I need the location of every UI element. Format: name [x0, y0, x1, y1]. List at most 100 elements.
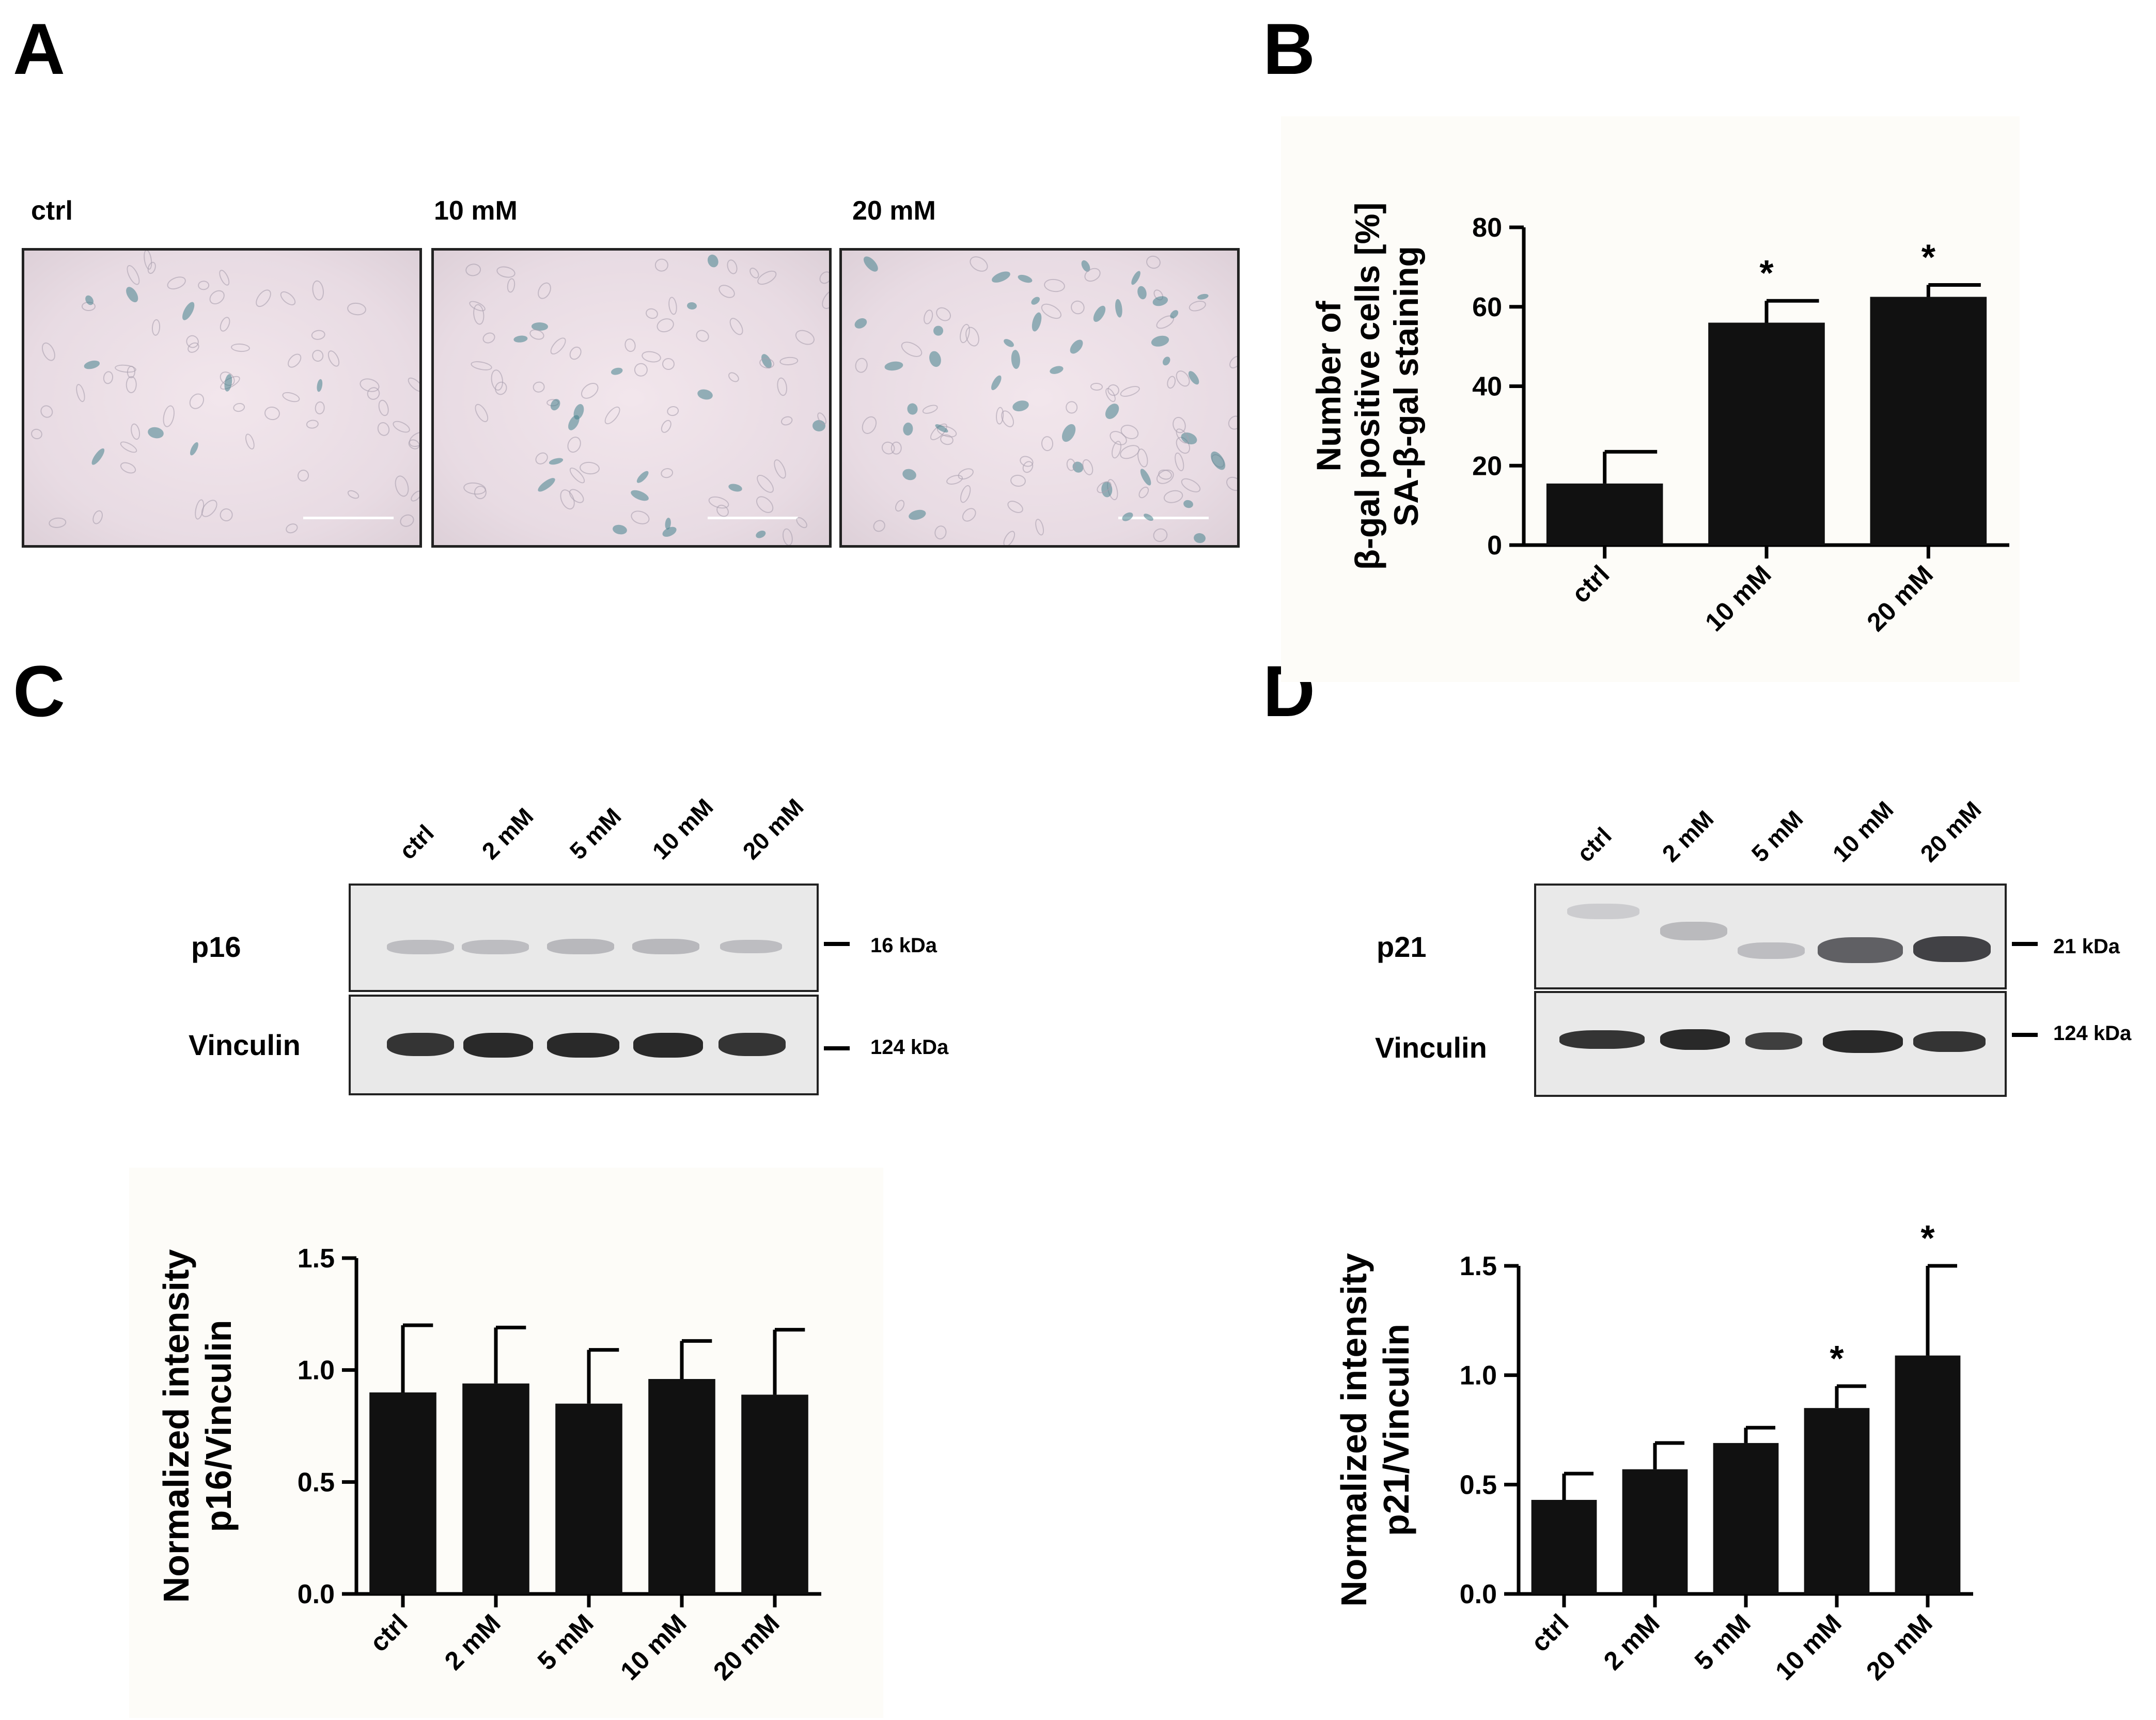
- cell: [959, 505, 979, 524]
- y-axis-label: Normalized intensity: [1334, 1253, 1374, 1607]
- cell: [654, 258, 669, 273]
- cell: [252, 286, 274, 310]
- cell: [1150, 333, 1170, 348]
- cell: [902, 422, 914, 437]
- blot-d-lane-label: 2 mM: [1657, 805, 1719, 867]
- x-tick-label: 5 mM: [1689, 1608, 1756, 1676]
- cell: [629, 488, 650, 503]
- cell: [1011, 399, 1030, 413]
- cell: [1102, 400, 1122, 422]
- cell: [958, 484, 973, 505]
- cell: [1039, 300, 1065, 322]
- cell: [165, 274, 188, 292]
- cell: [38, 402, 56, 421]
- cell: [230, 343, 251, 353]
- cell: [775, 377, 789, 397]
- cell: [1068, 298, 1088, 317]
- cell: [1119, 383, 1142, 399]
- x-tick-label: 2 mM: [439, 1608, 506, 1676]
- cell: [325, 348, 342, 369]
- cell: [1091, 304, 1108, 324]
- y-tick-label: 1.0: [298, 1356, 335, 1386]
- kda-marker-tick: [2012, 942, 2038, 946]
- cell: [161, 404, 177, 429]
- cell: [818, 286, 829, 312]
- cell: [310, 279, 325, 301]
- cell: [126, 376, 137, 394]
- cell: [1059, 422, 1079, 444]
- cell: [908, 508, 927, 522]
- kda-marker-tick: [2012, 1033, 2038, 1037]
- blot-d-lane-label: ctrl: [1571, 822, 1617, 867]
- band: [463, 1033, 533, 1058]
- cell: [473, 401, 491, 424]
- cell: [859, 414, 880, 437]
- cell: [667, 296, 679, 315]
- y-axis-label: Normalized intensity: [156, 1249, 196, 1603]
- cell: [1034, 518, 1046, 537]
- y-tick-label: 80: [1472, 213, 1502, 243]
- cell: [409, 489, 419, 504]
- y-tick-label: 1.0: [1460, 1361, 1497, 1391]
- micrograph-20mm: [839, 248, 1240, 548]
- image-label-20mm: 20 mM: [852, 196, 936, 226]
- cell: [392, 474, 411, 499]
- cell: [725, 258, 740, 276]
- cell: [666, 405, 680, 417]
- cell: [901, 468, 918, 483]
- y-tick-label: 1.5: [1460, 1251, 1497, 1281]
- cell: [1114, 298, 1123, 318]
- image-label-ctrl: ctrl: [31, 196, 73, 226]
- cell: [295, 468, 310, 483]
- cell: [186, 391, 207, 412]
- band: [1745, 1032, 1802, 1050]
- chart-b: 0 20 40 60 80 ctrl * 10 mM * 20 mM Number of β-gal …: [1309, 203, 2009, 637]
- y-axis-label: Number of: [1309, 300, 1348, 471]
- cell: [693, 328, 711, 345]
- cell: [346, 488, 361, 501]
- cell: [118, 460, 138, 476]
- cell: [567, 344, 584, 362]
- cell: [548, 456, 564, 467]
- cell: [899, 338, 925, 360]
- cell: [206, 287, 228, 307]
- cell: [1080, 458, 1095, 477]
- cell: [1165, 375, 1177, 390]
- x-tick-label: ctrl: [1525, 1608, 1574, 1657]
- blot-c-p16: [349, 884, 819, 992]
- x-tick-label: 10 mM: [1770, 1608, 1847, 1686]
- cell: [780, 414, 794, 427]
- chart-d: 0.0 0.5 1.0 1.5 ctrl 2 mM 5 mM * 10 mM * 20 mM Norm…: [1334, 1218, 1973, 1686]
- cell: [535, 280, 554, 302]
- cell: [129, 423, 142, 441]
- blot-d-vinculin: [1534, 991, 2007, 1097]
- blot-d-row-label-p21: p21: [1377, 931, 1427, 963]
- scale-bar: [708, 517, 798, 519]
- cell: [1049, 364, 1065, 376]
- cell: [686, 301, 698, 310]
- bar: [741, 1394, 808, 1594]
- cell: [1120, 510, 1135, 523]
- cell: [1067, 337, 1086, 356]
- cell: [1151, 526, 1170, 545]
- cell: [728, 482, 744, 493]
- cell: [305, 419, 319, 429]
- cell: [1010, 474, 1027, 488]
- cell: [217, 268, 232, 287]
- cell: [310, 329, 326, 341]
- cell: [1227, 354, 1237, 371]
- cell: [284, 521, 300, 535]
- cell: [661, 524, 678, 539]
- blot-d-lane-label: 20 mM: [1915, 796, 1987, 867]
- cell: [1001, 529, 1018, 545]
- y-axis-label: SA-β-gal staining: [1387, 246, 1425, 526]
- blot-c-lane-label: 2 mM: [476, 802, 539, 865]
- blot-c-vinculin: [349, 995, 819, 1095]
- cell: [579, 461, 601, 475]
- cell: [533, 450, 551, 467]
- blot-d-kda-vinculin: 124 kDa: [2053, 1022, 2132, 1045]
- cell: [464, 262, 482, 277]
- y-tick-label: 60: [1472, 292, 1502, 322]
- cell: [612, 523, 628, 535]
- y-tick-label: 40: [1472, 372, 1502, 402]
